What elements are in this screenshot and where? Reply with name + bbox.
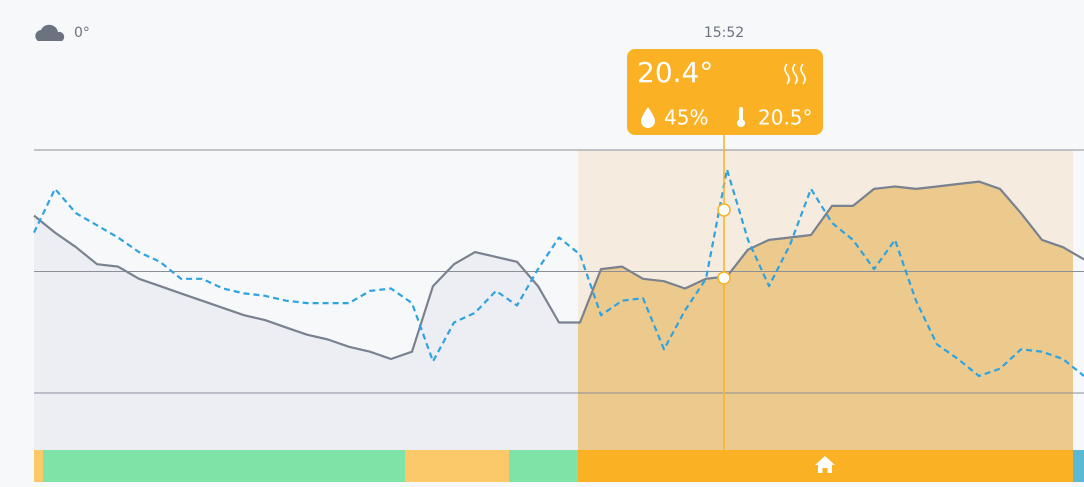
cursor-dot — [717, 203, 731, 217]
schedule-segment — [509, 450, 578, 482]
tooltip-humidity: 45% — [664, 106, 708, 130]
humidity-icon — [641, 107, 655, 128]
weather-temperature: 0° — [74, 25, 90, 41]
heating-icon — [784, 63, 806, 85]
temperature-area — [34, 215, 578, 450]
temperature-area — [578, 181, 1073, 450]
weather-icon — [35, 24, 65, 41]
thermometer-icon — [737, 119, 745, 127]
schedule-segment — [43, 450, 405, 482]
schedule-segment — [405, 450, 509, 482]
tooltip-temperature: 20.4° — [637, 56, 713, 89]
tooltip-setpoint: 20.5° — [758, 106, 813, 130]
cursor-time: 15:52 — [704, 25, 744, 41]
humidity-line — [33, 168, 1084, 378]
thermometer-icon — [739, 107, 743, 120]
tooltip — [627, 49, 823, 135]
temperature-line — [33, 180, 1084, 361]
schedule-segment — [34, 450, 43, 482]
cursor-dot — [717, 271, 731, 285]
schedule-segment — [1073, 450, 1084, 482]
home-icon — [815, 456, 835, 473]
